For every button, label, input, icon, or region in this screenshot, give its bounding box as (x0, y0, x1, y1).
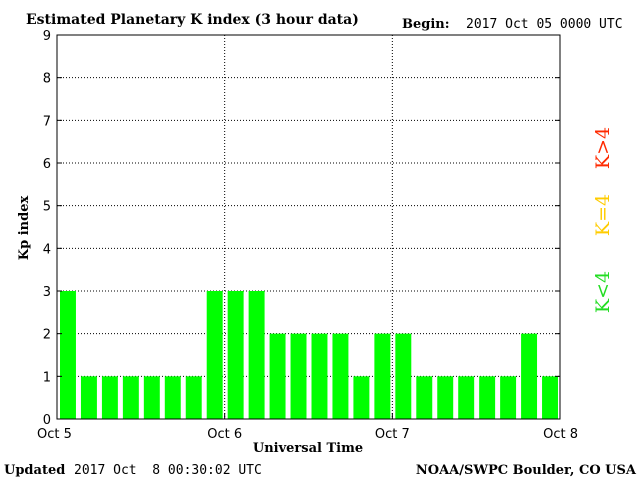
y-axis-label: Kp index (17, 196, 32, 261)
begin-label: Begin: (402, 17, 450, 32)
y-tick-label: 8 (43, 72, 51, 87)
legend-k-greater-4: K>4 (592, 127, 614, 169)
kp-bar (248, 291, 265, 419)
legend-k-equal-4: K=4 (592, 194, 614, 236)
y-tick-label: 3 (43, 285, 51, 300)
y-tick-label: 5 (43, 200, 51, 215)
kp-bar (143, 376, 160, 419)
kp-bar (500, 376, 517, 419)
y-tick-label: 2 (43, 328, 51, 343)
kp-bar (122, 376, 139, 419)
kp-bar (374, 333, 391, 419)
kp-bar (290, 333, 307, 419)
legend-k-less-4: K<4 (592, 271, 614, 313)
x-tick-label: Oct 5 (37, 427, 72, 442)
source-credit: NOAA/SWPC Boulder, CO USA (416, 463, 637, 478)
kp-bar (101, 376, 118, 419)
plot-frame (56, 34, 561, 420)
x-tick-label: Oct 8 (543, 427, 578, 442)
kp-bar (479, 376, 496, 419)
kp-bar (542, 376, 558, 419)
kp-bar (437, 376, 454, 419)
kp-bar (395, 333, 412, 419)
y-tick-label: 1 (43, 370, 51, 385)
y-tick-label: 6 (43, 157, 51, 172)
y-tick-label: 0 (43, 413, 51, 428)
y-tick-label: 4 (43, 242, 51, 257)
kp-bar (458, 376, 475, 419)
kp-bar (164, 376, 181, 419)
updated-label: Updated (4, 463, 65, 478)
updated-value: 2017 Oct 8 00:30:02 UTC (74, 463, 262, 478)
x-tick-label: Oct 7 (375, 427, 410, 442)
x-tick-label: Oct 6 (207, 427, 242, 442)
begin-value: 2017 Oct 05 0000 UTC (466, 17, 623, 32)
kp-bar (521, 333, 538, 419)
plot-area: 0 1 2 3 4 5 6 7 8 9 Oct 5 Oct 6 Oct 7 Oct 8 (37, 29, 578, 442)
kp-bar (80, 376, 97, 419)
x-axis-label: Universal Time (253, 441, 363, 456)
chart-title: Estimated Planetary K index (3 hour data… (26, 12, 359, 28)
kp-bar (332, 333, 349, 419)
kp-bar (311, 333, 328, 419)
y-tick-label: 9 (43, 29, 51, 44)
y-tick-label: 7 (43, 114, 51, 129)
kp-bar (416, 376, 433, 419)
kp-bar (185, 376, 202, 419)
kp-bar (227, 291, 244, 419)
kp-bar (60, 291, 76, 419)
kp-bar (206, 291, 223, 419)
kp-bar (269, 333, 286, 419)
kp-bar (353, 376, 370, 419)
